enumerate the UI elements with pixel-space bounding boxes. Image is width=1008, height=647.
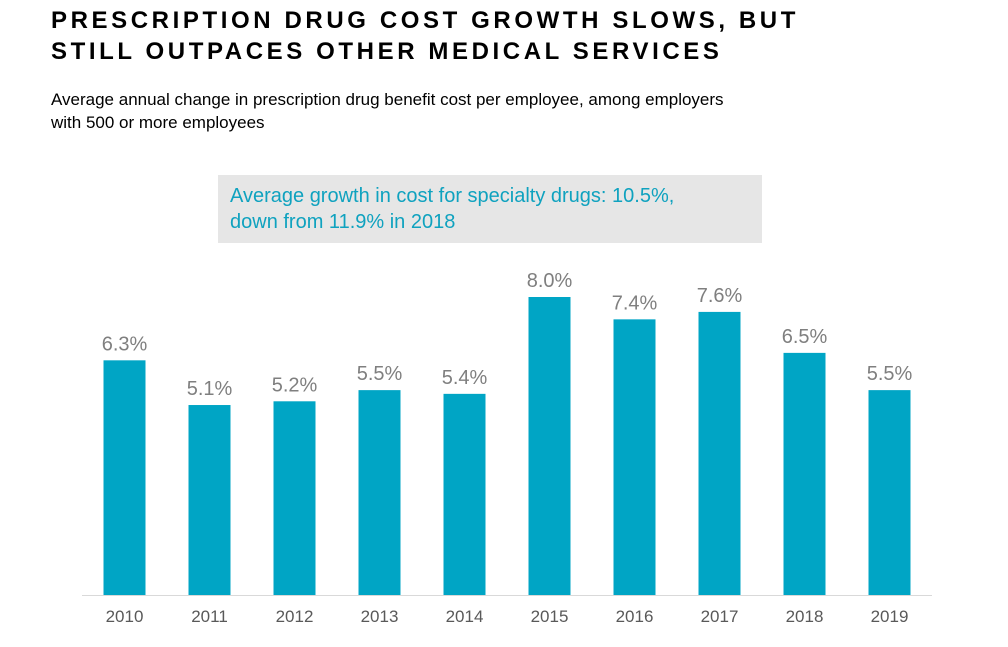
- data-label-2016: 7.4%: [612, 292, 658, 314]
- bar-2015: [528, 297, 571, 595]
- chart-subtitle: Average annual change in prescription dr…: [51, 88, 951, 134]
- x-tick-label-2013: 2013: [361, 607, 399, 626]
- bar-2010: [103, 360, 146, 595]
- data-label-2014: 5.4%: [442, 367, 488, 389]
- chart-subtitle-line1: Average annual change in prescription dr…: [51, 90, 724, 109]
- bar-2018: [783, 352, 826, 595]
- bar-2019: [868, 390, 911, 595]
- x-tick-label-2017: 2017: [701, 607, 739, 626]
- x-tick-label-2014: 2014: [446, 607, 484, 626]
- bar-2013: [358, 390, 401, 595]
- chart-subtitle-line2: with 500 or more employees: [51, 113, 265, 132]
- data-label-2019: 5.5%: [867, 363, 913, 385]
- data-label-2013: 5.5%: [357, 363, 403, 385]
- data-label-2015: 8.0%: [527, 270, 573, 292]
- chart-title: PRESCRIPTION DRUG COST GROWTH SLOWS, BUT…: [51, 5, 951, 67]
- x-tick-label-2015: 2015: [531, 607, 569, 626]
- data-label-2010: 6.3%: [102, 333, 148, 355]
- callout-line1: Average growth in cost for specialty dru…: [230, 185, 675, 207]
- bar-2011: [188, 405, 231, 595]
- chart-title-line1: PRESCRIPTION DRUG COST GROWTH SLOWS, BUT: [51, 7, 799, 34]
- bar-2017: [698, 311, 741, 595]
- data-label-2012: 5.2%: [272, 374, 318, 396]
- bar-2012: [273, 401, 316, 595]
- x-tick-label-2011: 2011: [191, 607, 228, 626]
- specialty-drugs-callout: Average growth in cost for specialty dru…: [218, 175, 762, 243]
- data-label-2011: 5.1%: [187, 378, 233, 400]
- x-tick-label-2019: 2019: [871, 607, 909, 626]
- x-tick-label-2018: 2018: [786, 607, 824, 626]
- x-tick-label-2016: 2016: [616, 607, 654, 626]
- x-tick-label-2010: 2010: [106, 607, 144, 626]
- data-label-2018: 6.5%: [782, 326, 828, 348]
- x-tick-label-2012: 2012: [276, 607, 314, 626]
- bar-2014: [443, 393, 486, 595]
- chart-title-line2: STILL OUTPACES OTHER MEDICAL SERVICES: [51, 38, 723, 65]
- data-label-2017: 7.6%: [697, 285, 743, 307]
- callout-line2: down from 11.9% in 2018: [230, 211, 456, 233]
- bar-2016: [613, 319, 656, 595]
